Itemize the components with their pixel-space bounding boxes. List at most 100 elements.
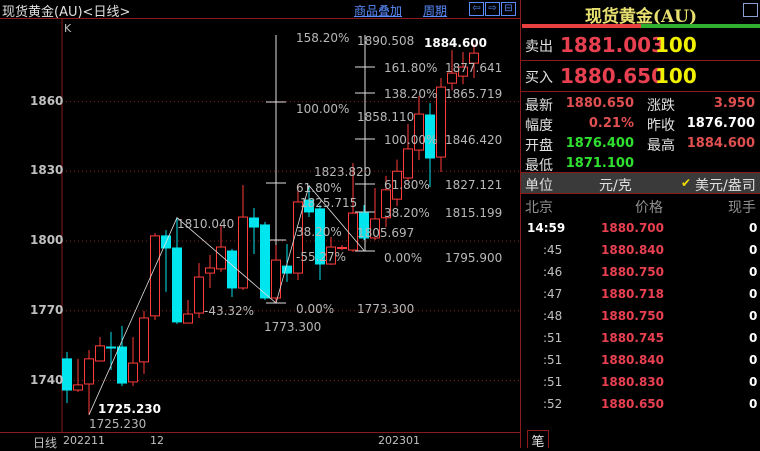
- y-tick-label: 1860: [30, 93, 64, 108]
- x-label: 12: [150, 434, 164, 447]
- time-axis: 日线 202211 12 202301: [0, 432, 520, 450]
- tick-time: :48: [543, 309, 563, 323]
- chart-annotation: 61.80%: [296, 181, 342, 195]
- candle-up: [73, 384, 83, 391]
- tick-time: :51: [543, 331, 563, 345]
- kline-chart[interactable]: K 1860 1830 1800 1770 1740 1884.600 1725.230 1…: [0, 19, 520, 432]
- candle-up: [139, 317, 149, 363]
- sell-qty: 100: [655, 33, 697, 57]
- tick-row: :46 1880.750 0: [521, 264, 760, 284]
- unit-label: 单位: [525, 178, 553, 194]
- tick-row: :52 1880.650 0: [521, 396, 760, 416]
- period-link[interactable]: 周期: [423, 4, 448, 18]
- chart-annotation: -55.27%: [296, 250, 347, 264]
- tick-volume: 0: [749, 331, 758, 345]
- stat-value: 1876.700: [686, 116, 755, 131]
- x-label: 202301: [378, 434, 420, 447]
- chart-annotation: 1877.641: [445, 61, 503, 75]
- tick-row: :47 1880.718 0: [521, 286, 760, 306]
- candle-up: [84, 358, 94, 385]
- stat-label: 最新: [525, 98, 553, 114]
- tab-ticks[interactable]: 笔: [527, 430, 549, 450]
- candle-up: [337, 247, 347, 250]
- candle-up: [436, 86, 446, 158]
- maximize-icon[interactable]: [743, 3, 758, 17]
- ticks-header-time: 北京: [525, 200, 553, 216]
- candlestick-plot: [61, 19, 520, 432]
- stat-value: 3.950: [713, 96, 755, 111]
- instrument-title: 现货黄金(AU): [584, 7, 698, 27]
- split-icon[interactable]: ⊟: [501, 2, 516, 16]
- buy-label: 买入: [525, 70, 553, 86]
- chart-annotation: 1827.121: [445, 178, 503, 192]
- chart-annotation: 1815.199: [445, 206, 503, 220]
- candle-up: [381, 189, 391, 219]
- buy-ratio-bar: [641, 24, 760, 28]
- chart-annotation: 138.20%: [384, 87, 438, 101]
- candle-up: [293, 201, 303, 274]
- tick-time: :52: [543, 397, 563, 411]
- candle-down: [62, 358, 72, 391]
- candle-down: [172, 247, 182, 323]
- tick-row: :51 1880.830 0: [521, 374, 760, 394]
- tick-price: 1880.750: [601, 265, 665, 279]
- candle-down: [117, 346, 127, 384]
- chart-annotation: 158.20%: [296, 31, 350, 45]
- candle-down: [282, 265, 292, 274]
- chart-annotation: 1858.110: [357, 110, 415, 124]
- candle-down: [106, 346, 116, 349]
- unit-option-yuan-gram[interactable]: 元/克: [599, 178, 632, 194]
- candle-down: [315, 208, 325, 265]
- y-tick-label: 1830: [30, 163, 64, 178]
- chart-annotation: 1884.600: [424, 36, 488, 50]
- arrow-right-icon[interactable]: ⇨: [485, 2, 500, 16]
- tick-time: :45: [543, 243, 563, 257]
- stat-label: 最高: [647, 138, 675, 154]
- chart-annotation: 1865.719: [445, 87, 503, 101]
- divider: [521, 91, 760, 92]
- candle-up: [183, 313, 193, 324]
- candle-up: [392, 170, 402, 200]
- arrow-left-icon[interactable]: ⇦: [469, 2, 484, 16]
- tick-volume: 0: [749, 287, 758, 301]
- tick-row: :51 1880.745 0: [521, 330, 760, 350]
- candle-up: [128, 362, 138, 383]
- overlay-link[interactable]: 商品叠加: [354, 4, 403, 18]
- stat-value: 1871.100: [565, 156, 634, 171]
- unit-option-usd-oz[interactable]: 美元/盎司: [695, 178, 756, 194]
- tick-price: 1880.718: [601, 287, 665, 301]
- tick-volume: 0: [749, 309, 758, 323]
- chart-annotation: 1846.420: [445, 133, 503, 147]
- chart-annotation: 1823.820: [314, 165, 372, 179]
- quote-panel: 现货黄金(AU) 卖出 1881.003 100 买入 1880.650 100…: [520, 0, 760, 450]
- tick-price: 1880.700: [601, 221, 665, 235]
- tick-row: 14:59 1880.700 0: [521, 220, 760, 240]
- candle-up: [95, 345, 105, 362]
- chart-annotation: 161.80%: [384, 61, 438, 75]
- candle-up: [403, 148, 413, 179]
- tick-volume: 0: [749, 221, 758, 235]
- chart-annotation: 1810.040: [177, 217, 235, 231]
- chart-annotation: 100.00%: [296, 102, 350, 116]
- sell-label: 卖出: [525, 39, 553, 55]
- chart-annotation: 0.00%: [296, 302, 335, 316]
- tick-price: 1880.840: [601, 353, 665, 367]
- candle-up: [447, 72, 457, 84]
- stat-value: 1884.600: [686, 136, 755, 151]
- chart-header: 现货黄金(AU)<日线> 商品叠加 周期 ⇦ ⇨ ⊟: [0, 0, 520, 20]
- stat-label: 开盘: [525, 138, 553, 154]
- stat-value: 1876.400: [565, 136, 634, 151]
- tick-time: :47: [543, 287, 563, 301]
- chart-annotation: 38.20%: [384, 206, 430, 220]
- chart-annotation: 1773.300: [264, 320, 322, 334]
- stat-label: 最低: [525, 158, 553, 174]
- candle-up: [370, 218, 380, 239]
- tick-volume: 0: [749, 243, 758, 257]
- tick-volume: 0: [749, 375, 758, 389]
- candle-down: [304, 199, 314, 213]
- tick-price: 1880.840: [601, 243, 665, 257]
- tick-time: :51: [543, 375, 563, 389]
- candle-up: [238, 216, 248, 289]
- candle-down: [227, 250, 237, 289]
- candle-up: [458, 66, 468, 77]
